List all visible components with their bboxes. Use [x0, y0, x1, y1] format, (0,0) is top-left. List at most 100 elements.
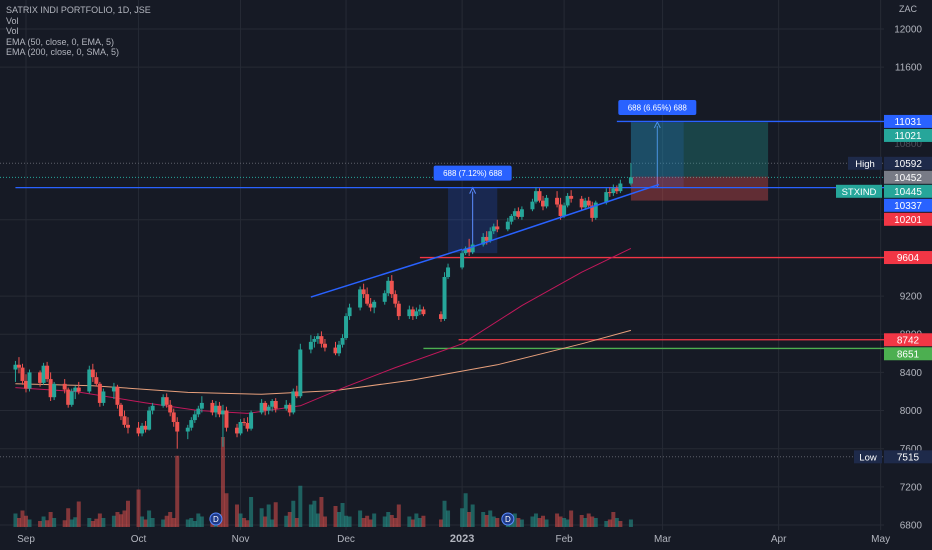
candle-body [421, 309, 426, 315]
volume-bar [312, 500, 317, 527]
candle-body [315, 336, 320, 339]
volume-bar [565, 519, 570, 527]
y-tick-label: 8400 [900, 368, 923, 379]
measure-label-bg [618, 100, 697, 115]
y-tick-label: 12000 [894, 25, 922, 36]
volume-bar [147, 510, 152, 527]
dividend-marker-label: D [505, 515, 511, 524]
volume-bar [618, 521, 623, 527]
price-label: 11021 [894, 131, 922, 142]
x-tick-label: Nov [232, 534, 250, 545]
candle-body [484, 236, 489, 241]
candle-body [168, 404, 173, 413]
volume-bar [140, 516, 145, 527]
volume-bar [62, 520, 67, 527]
volume-bar [446, 510, 451, 527]
candle-body [396, 303, 401, 317]
candle-body [38, 372, 43, 383]
price-label: 8742 [897, 335, 920, 346]
volume-bar [175, 455, 180, 527]
y-tick-label: 7200 [900, 482, 923, 493]
candle-body [192, 414, 197, 421]
candle-body [365, 294, 370, 304]
candle-body [90, 369, 95, 378]
candle-body [558, 204, 563, 216]
volume-bar [340, 503, 345, 527]
volume-bar [439, 519, 444, 527]
volume-bar [111, 515, 116, 527]
x-tick-label: Feb [555, 534, 573, 545]
candle-body [569, 195, 574, 199]
price-label-bg [884, 184, 932, 198]
price-label: 8651 [897, 349, 920, 360]
volume-bar [87, 518, 92, 527]
measure-label-bg [433, 165, 512, 181]
candle-body [62, 383, 67, 390]
volume-bar [266, 504, 271, 527]
volume-bar [196, 513, 201, 527]
volume-bar [361, 518, 366, 527]
volume-bar [298, 485, 303, 527]
volume-bar [235, 504, 240, 527]
candle-body [245, 422, 250, 429]
candle-body [446, 267, 451, 277]
candle-body [410, 309, 415, 317]
candle-body [512, 211, 517, 216]
volume-bar [224, 493, 229, 527]
candle-body [537, 191, 542, 201]
volume-bar [220, 437, 225, 527]
candle-body [481, 236, 486, 245]
candle-body [340, 338, 345, 345]
candle-body [249, 412, 254, 429]
volume-bar [386, 512, 391, 527]
candle-body [115, 386, 120, 405]
volume-bar [544, 519, 549, 527]
candle-body [562, 205, 567, 216]
volume-bar [516, 518, 521, 527]
candle-body [565, 195, 570, 206]
candle-body [118, 404, 123, 417]
candle-body [509, 215, 514, 222]
chart-title: SATRIX INDI PORTFOLIO, 1D, JSE [6, 5, 151, 15]
candle-body [319, 336, 324, 344]
chart-legend: SATRIX INDI PORTFOLIO, 1D, JSE Vol Vol E… [6, 5, 151, 58]
volume-bar [41, 516, 46, 527]
volume-bar [13, 513, 18, 527]
candle-body [460, 253, 465, 268]
candle-body [48, 379, 53, 398]
volume-bar [604, 521, 609, 527]
volume-bar [94, 518, 99, 527]
volume-bar [558, 516, 563, 527]
volume-bar [270, 519, 275, 527]
candle-body [488, 231, 493, 241]
volume-bar [533, 513, 538, 527]
price-label-bg [884, 251, 932, 265]
volume-bar [347, 516, 352, 527]
price-label-bg [884, 114, 932, 128]
price-label-bg [884, 128, 932, 142]
volume-bar [150, 518, 155, 527]
volume-bar [52, 518, 57, 527]
currency-label: ZAC [899, 4, 918, 14]
candle-body [414, 311, 419, 317]
price-label: 10592 [894, 159, 922, 170]
volume-bar [294, 518, 299, 527]
candle-body [41, 365, 46, 383]
candle-body [136, 427, 141, 434]
candle-body [333, 347, 338, 354]
candle-body [322, 343, 327, 348]
volume-bar [484, 515, 489, 527]
candle-body [604, 192, 609, 203]
candle-body [287, 404, 292, 413]
candle-body [291, 391, 296, 413]
candle-body [27, 372, 32, 389]
volume-bar [414, 513, 419, 527]
candle-body [171, 412, 176, 422]
candle-body [242, 421, 247, 423]
candle-body [125, 424, 130, 428]
candle-body [87, 369, 92, 392]
x-tick-label: Mar [654, 534, 672, 545]
volume-bar [382, 516, 387, 527]
volume-bar [20, 510, 25, 527]
